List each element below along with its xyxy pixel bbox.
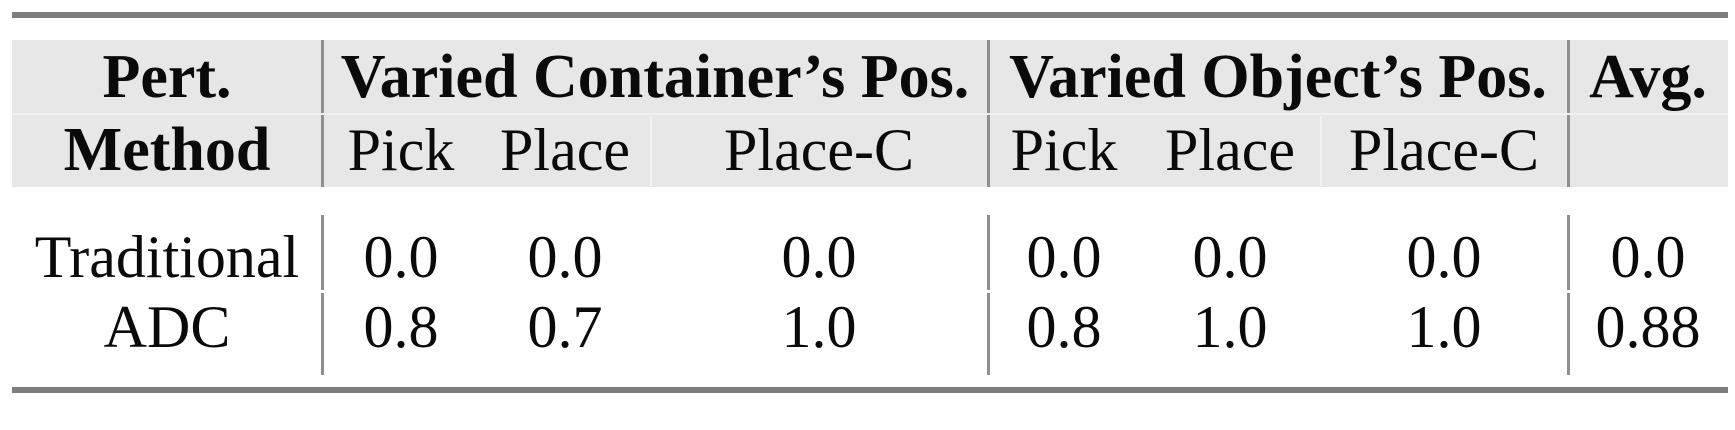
subheader-container-place-c: Place-C: [724, 117, 914, 183]
value-adc-avg: 0.88: [1595, 294, 1701, 360]
value-adc-object-place: 1.0: [1192, 294, 1268, 360]
body-row-separator: [12, 290, 1728, 293]
header-row-separator: [12, 113, 1728, 115]
value-adc-object-pick: 0.8: [1026, 294, 1102, 360]
value-adc-object-place-c: 1.0: [1406, 294, 1482, 360]
table-bottom-rule: [12, 387, 1728, 393]
table-body: Traditional 0.0 0.0 0.0 0.0 0.0 0.0 0.0 …: [12, 206, 1728, 362]
table-header: Pert. Varied Container’s Pos. Varied Obj…: [12, 40, 1728, 187]
header-cell-pert: Pert.: [102, 42, 232, 111]
subheader-object-pick: Pick: [1010, 117, 1118, 183]
value-traditional-object-pick: 0.0: [1026, 224, 1102, 290]
header-cell-avg: Avg.: [1589, 42, 1707, 111]
value-adc-container-place: 0.7: [527, 294, 603, 360]
subcolumn-separator: [650, 116, 652, 186]
row-label-adc: ADC: [103, 294, 231, 360]
value-traditional-container-place-c: 0.0: [781, 224, 857, 290]
value-traditional-container-place: 0.0: [527, 224, 603, 290]
subheader-object-place: Place: [1165, 117, 1295, 183]
value-traditional-avg: 0.0: [1610, 224, 1686, 290]
subheader-container-pick: Pick: [347, 117, 455, 183]
column-divider: [1567, 215, 1570, 375]
subcolumn-separator: [1320, 116, 1322, 186]
value-traditional-container-pick: 0.0: [363, 224, 439, 290]
value-traditional-object-place: 0.0: [1192, 224, 1268, 290]
subheader-avg-empty: [1568, 113, 1728, 187]
column-divider: [321, 215, 324, 375]
value-traditional-object-place-c: 0.0: [1406, 224, 1482, 290]
table-top-rule: [12, 12, 1728, 18]
subheader-container-place: Place: [500, 117, 630, 183]
value-adc-container-pick: 0.8: [363, 294, 439, 360]
subheader-object-place-c: Place-C: [1349, 117, 1539, 183]
column-divider: [987, 215, 990, 375]
value-adc-container-place-c: 1.0: [781, 294, 857, 360]
header-cell-method: Method: [63, 116, 271, 184]
group-header-varied-container-pos: Varied Container’s Pos.: [340, 42, 970, 111]
group-header-varied-object-pos: Varied Object’s Pos.: [1009, 42, 1547, 111]
row-label-traditional: Traditional: [34, 224, 300, 290]
